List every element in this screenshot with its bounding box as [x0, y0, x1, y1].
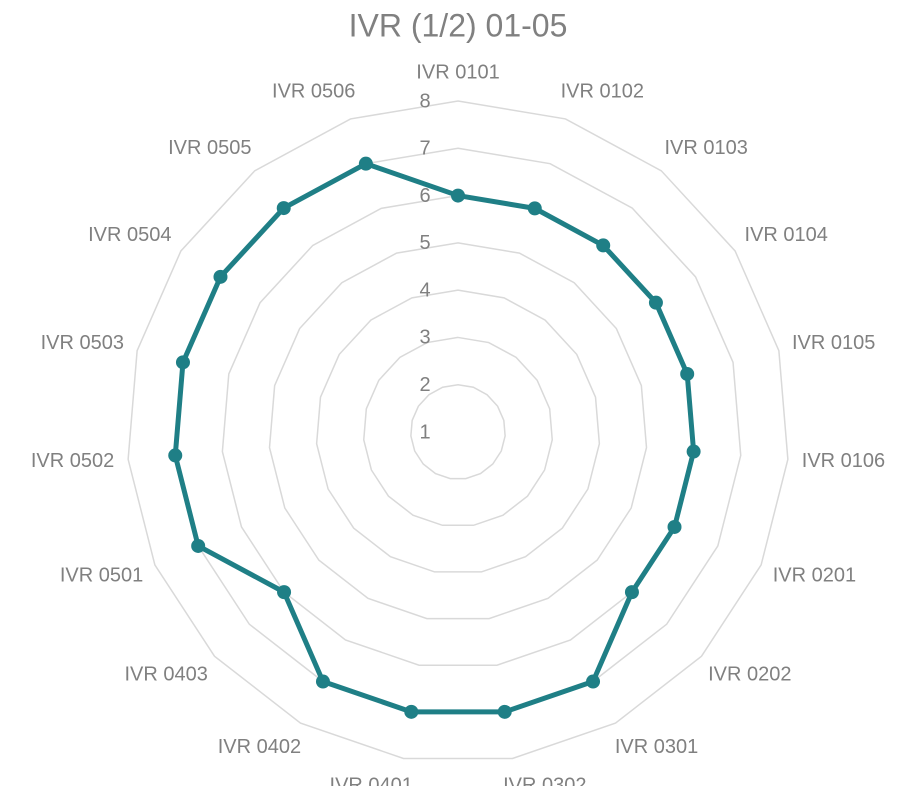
data-point [596, 238, 611, 253]
y-tick-label: 2 [419, 374, 430, 396]
category-label: IVR 0202 [708, 663, 791, 685]
y-tick-label: 5 [419, 232, 430, 254]
data-point [686, 444, 701, 459]
data-point [175, 355, 190, 370]
category-label: IVR 0402 [218, 736, 301, 758]
data-point [315, 674, 330, 689]
grid-ring [315, 289, 601, 573]
category-label: IVR 0301 [615, 736, 698, 758]
data-point [648, 295, 663, 310]
category-label: IVR 0501 [60, 564, 143, 586]
y-tick-label: 3 [419, 327, 430, 349]
category-label: IVR 0102 [561, 81, 644, 103]
data-point [667, 519, 682, 534]
data-point [680, 366, 695, 381]
category-label: IVR 0401 [330, 774, 413, 786]
chart-title: IVR (1/2) 01-05 [349, 7, 568, 43]
y-tick-label: 4 [419, 279, 430, 301]
data-point [586, 674, 601, 689]
data-point [358, 156, 373, 171]
grid-ring [268, 242, 648, 620]
grid-ring [362, 336, 554, 527]
data-point [497, 704, 512, 719]
data-point [624, 585, 639, 600]
category-label: IVR 0105 [792, 332, 875, 354]
category-label: IVR 0504 [88, 224, 171, 246]
series-line [172, 161, 697, 715]
category-label: IVR 0503 [41, 332, 124, 354]
y-tick-label: 1 [419, 421, 430, 443]
data-point [168, 448, 183, 463]
y-tick-label: 6 [419, 185, 430, 207]
data-point [404, 704, 419, 719]
grid-ring [410, 383, 506, 480]
y-tick-label: 7 [419, 138, 430, 160]
data-point [451, 188, 465, 203]
category-label: IVR 0201 [773, 564, 856, 586]
data-point [527, 201, 542, 216]
data-point [277, 585, 292, 600]
category-label: IVR 0106 [802, 450, 885, 472]
category-label: IVR 0505 [168, 137, 251, 159]
category-label: IVR 0103 [665, 137, 748, 159]
category-label: IVR 0104 [745, 224, 828, 246]
category-label: IVR 0101 [416, 61, 499, 83]
grid-ring [127, 100, 789, 760]
data-point [191, 538, 206, 553]
data-point [276, 201, 291, 216]
y-tick-label: 8 [419, 90, 430, 112]
data-point [213, 269, 228, 284]
category-label: IVR 0403 [124, 663, 207, 685]
category-label: IVR 0502 [31, 450, 114, 472]
category-label: IVR 0302 [503, 774, 586, 786]
category-label: IVR 0506 [272, 81, 355, 103]
